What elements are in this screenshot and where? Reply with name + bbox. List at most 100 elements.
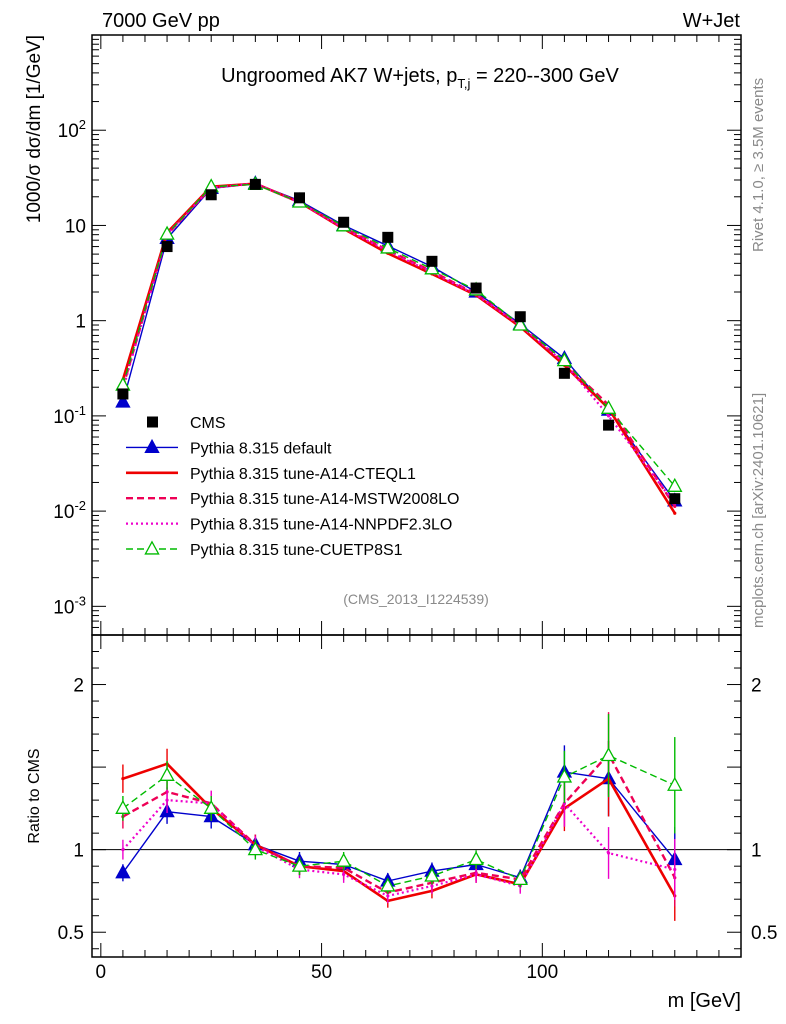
main-series-2-line xyxy=(121,182,676,508)
ratio-y-axis-title: Ratio to CMS xyxy=(26,748,43,843)
legend-cms-marker xyxy=(147,416,158,428)
ratio-series-layer xyxy=(115,712,683,921)
main-series-1-point xyxy=(673,511,677,515)
main-series-1-line xyxy=(121,182,676,514)
legend-label: Pythia 8.315 tune-A14-CTEQL1 xyxy=(190,466,416,483)
ratio-series-4-point xyxy=(291,857,308,872)
main-y-tick-label: 102 xyxy=(58,117,86,142)
legend-entry-cms: CMS xyxy=(147,415,226,432)
main-y-tick-label: 10 xyxy=(65,216,86,237)
ratio-y-tick-label: 1 xyxy=(73,841,84,862)
plot-title-main: Ungroomed AK7 W+jets, p xyxy=(221,65,457,87)
ratio-series-4-point xyxy=(380,877,396,892)
ratio-series-3-point xyxy=(386,894,390,898)
ratio-series-1-point xyxy=(121,777,125,781)
ratio-series-4-point xyxy=(600,747,617,762)
ratio-y-tick-label: 2 xyxy=(73,676,84,697)
axes-layer: 10-3 10-2 10-1 1 10 102 0 50 100 0.5 0.5 1 1 2 2 xyxy=(53,34,777,983)
main-y-axis-title: 1000/σ dσ/dm [1/GeV] xyxy=(24,35,45,223)
main-series-4-point xyxy=(600,399,617,414)
main-series-4-point xyxy=(424,260,440,275)
main-series-4-point xyxy=(556,352,573,367)
cms-data-point xyxy=(603,419,615,431)
ratio-series-4-point xyxy=(667,776,683,791)
ratio-series-4-point xyxy=(468,851,484,866)
ratio-series-3-point xyxy=(673,867,677,872)
x-tick-label: 50 xyxy=(311,962,332,983)
ratio-series-3-point xyxy=(562,801,567,806)
main-series-4-point xyxy=(380,239,396,254)
legend-label: Pythia 8.315 default xyxy=(190,440,332,457)
plot-title: Ungroomed AK7 W+jets, pT,j = 220--300 Ge… xyxy=(221,65,619,91)
ratio-y-tick-label-right: 1 xyxy=(751,841,762,862)
main-y-tick-label: 10-3 xyxy=(53,593,86,618)
ratio-y-tick-label: 0.5 xyxy=(58,923,84,944)
ratio-series-1-line xyxy=(122,762,676,903)
legend-entry-2: Pythia 8.315 tune-A14-MSTW2008LO xyxy=(126,491,459,508)
legend: CMS Pythia 8.315 default Pythia 8.315 tune… xyxy=(126,415,459,559)
ratio-series-0-point xyxy=(115,864,131,879)
cms-data-point xyxy=(669,493,681,505)
ratio-y-tick-label-right: 2 xyxy=(751,676,762,697)
cms-data-point xyxy=(558,367,570,379)
ratio-series-4-point xyxy=(203,799,219,814)
main-series-2-point xyxy=(673,504,677,509)
ratio-series-4-point xyxy=(115,799,131,814)
ratio-series-3-point xyxy=(342,872,346,877)
legend-marker xyxy=(144,540,160,555)
header-energy: 7000 GeV pp xyxy=(102,10,220,32)
legend-entry-3: Pythia 8.315 tune-A14-NNPDF2.3LO xyxy=(126,517,452,534)
ratio-y-tick-label-right: 0.5 xyxy=(751,923,777,944)
legend-entry-0: Pythia 8.315 default xyxy=(126,438,332,457)
main-series-4-point xyxy=(667,477,683,492)
ratio-series-4-point xyxy=(159,766,175,781)
ratio-series-3-point xyxy=(165,798,169,802)
legend-entry-4: Pythia 8.315 tune-CUETP8S1 xyxy=(126,540,403,559)
mcplots-label: mcplots.cern.ch [arXiv:2401.10621] xyxy=(750,393,767,628)
ratio-series-3-point xyxy=(606,851,611,855)
ratio-series-3-point xyxy=(121,848,125,852)
ratio-series-4-point xyxy=(512,870,528,885)
legend-cms-label: CMS xyxy=(190,415,226,432)
analysis-tag: (CMS_2013_I1224539) xyxy=(343,591,489,607)
main-series-4-point xyxy=(159,225,175,240)
x-axis-title: m [GeV] xyxy=(668,990,741,1012)
plot-title-tail: = 220--300 GeV xyxy=(470,65,619,87)
main-y-tick-label: 10-1 xyxy=(53,403,86,428)
header-process: W+Jet xyxy=(683,10,741,32)
cms-data-point xyxy=(514,311,526,323)
x-tick-label: 0 xyxy=(96,962,107,983)
main-y-tick-label: 10-2 xyxy=(53,498,86,523)
main-series-3-point xyxy=(606,414,611,418)
legend-label: Pythia 8.315 tune-CUETP8S1 xyxy=(190,542,403,559)
cms-data-point xyxy=(470,282,482,294)
legend-marker xyxy=(144,438,160,454)
cms-data-point xyxy=(117,388,129,400)
main-series-0-point xyxy=(115,393,131,408)
main-y-tick-label: 1 xyxy=(75,312,86,333)
cms-data-point xyxy=(382,231,394,243)
rivet-version-label: Rivet 4.1.0, ≥ 3.5M events xyxy=(750,78,767,252)
ratio-series-3-point xyxy=(474,872,478,877)
ratio-series-3-point xyxy=(430,884,434,888)
ratio-series-4-point xyxy=(424,867,440,882)
ratio-series-4-point xyxy=(556,768,573,783)
legend-label: Pythia 8.315 tune-A14-NNPDF2.3LO xyxy=(190,517,452,534)
legend-entry-1: Pythia 8.315 tune-A14-CTEQL1 xyxy=(126,466,416,483)
cms-data-point xyxy=(161,241,173,253)
main-series-layer xyxy=(115,175,683,515)
ratio-series-4-point xyxy=(247,841,264,856)
plot-title-subscript: T,j xyxy=(457,76,470,91)
ratio-series-2-line xyxy=(122,752,676,894)
cms-data-point xyxy=(205,189,217,201)
legend-label: Pythia 8.315 tune-A14-MSTW2008LO xyxy=(190,491,459,508)
main-series-4-point xyxy=(512,316,528,331)
cms-data-point xyxy=(426,255,438,267)
cms-data-point xyxy=(294,192,306,204)
cms-data-point xyxy=(338,216,350,228)
cms-data-point xyxy=(249,178,261,190)
ratio-series-4-point xyxy=(335,852,352,867)
ratio-panel-frame xyxy=(91,634,742,958)
x-tick-label: 100 xyxy=(526,962,558,983)
